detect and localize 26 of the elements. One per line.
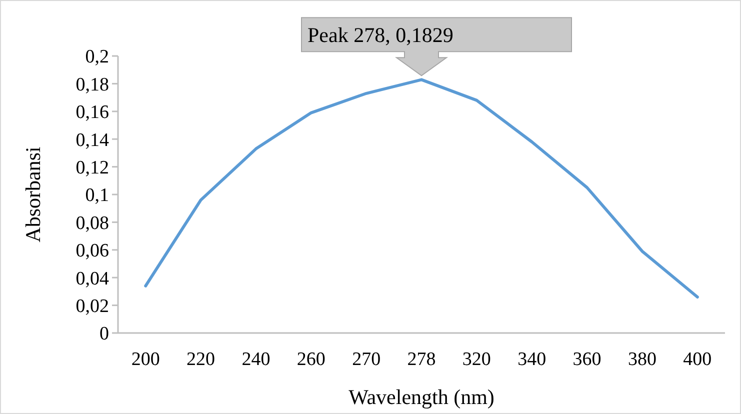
y-tick-label: 0,2: [85, 46, 109, 68]
x-tick-label: 220: [186, 349, 216, 370]
y-tick-label: 0,08: [76, 212, 109, 234]
y-tick-label: 0,18: [76, 74, 109, 96]
x-tick-label: 320: [462, 349, 491, 370]
y-tick-label: 0,14: [76, 130, 110, 151]
x-axis-title: Wavelength (nm): [348, 385, 494, 409]
x-tick-label: 400: [683, 349, 712, 370]
x-tick-label: 360: [572, 349, 602, 370]
x-tick-label: 270: [352, 349, 381, 370]
x-tick-label: 240: [242, 349, 270, 370]
y-axis-title: Absorbansi: [21, 146, 45, 242]
y-tick-label: 0,16: [76, 102, 109, 124]
x-tick-label: 380: [628, 349, 656, 370]
x-tick-label: 340: [518, 349, 546, 370]
x-tick-label: 260: [296, 349, 326, 370]
y-tick-label: 0,06: [76, 240, 109, 262]
line-series: [144, 78, 699, 298]
x-tick-label: 200: [131, 349, 160, 370]
x-tick-label: 278: [407, 349, 436, 370]
y-tick-label: 0,12: [76, 157, 109, 178]
y-tick-label: 0,02: [76, 296, 109, 317]
y-tick-label: 0,04: [76, 268, 110, 290]
annotation: Peak 278, 0,1829: [308, 23, 454, 48]
y-tick-label: 0: [100, 324, 109, 345]
y-tick-label: 0,1: [85, 185, 109, 206]
